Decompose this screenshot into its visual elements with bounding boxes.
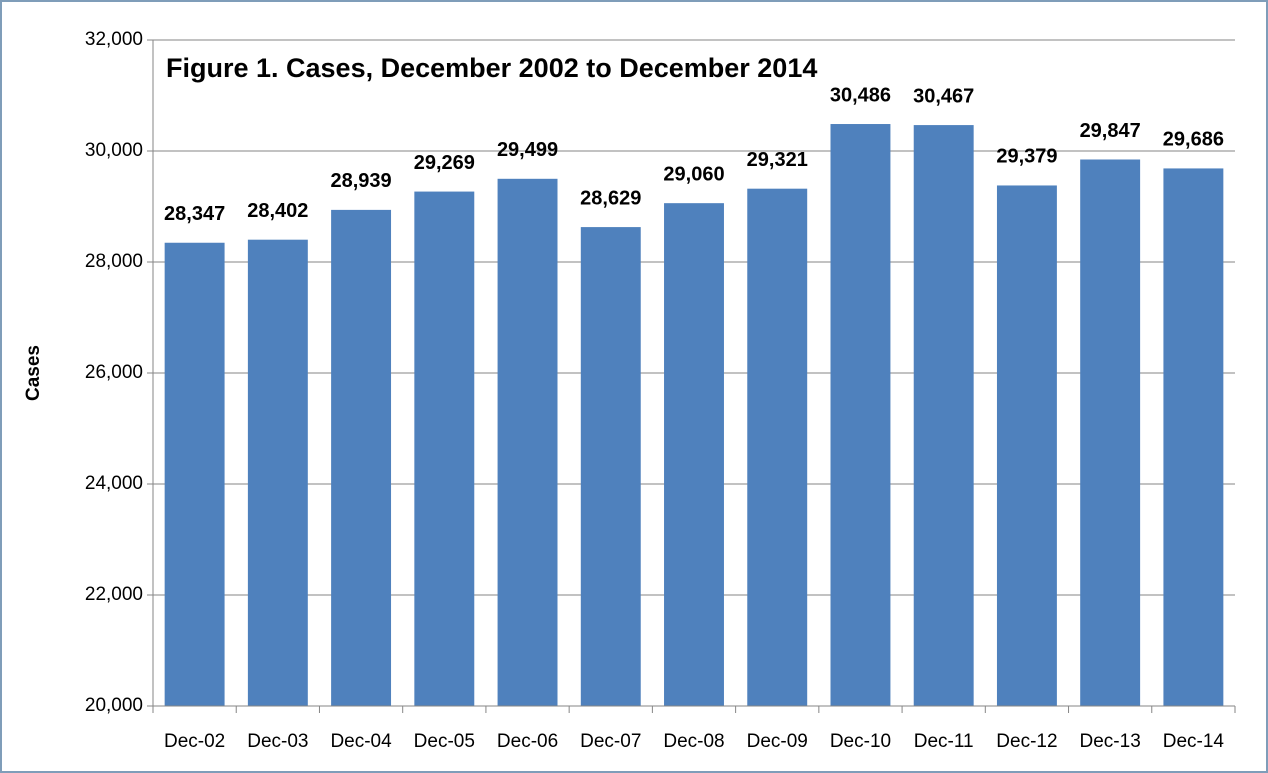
value-label: 29,321 <box>747 149 808 171</box>
value-label: 30,486 <box>830 84 891 106</box>
value-label: 28,347 <box>164 203 225 225</box>
value-label: 28,402 <box>247 200 308 222</box>
value-label: 29,379 <box>996 146 1057 168</box>
value-label: 29,499 <box>497 139 558 161</box>
bar <box>414 191 475 706</box>
bar <box>247 239 308 706</box>
bar <box>830 124 891 707</box>
x-tick-label: Dec-10 <box>830 731 891 752</box>
x-tick-label: Dec-08 <box>663 731 724 752</box>
x-tick-label: Dec-11 <box>914 731 974 752</box>
value-label: 30,467 <box>913 85 974 107</box>
value-label: 28,629 <box>580 187 641 209</box>
x-tick-label: Dec-07 <box>580 731 641 752</box>
x-tick-label: Dec-09 <box>747 731 808 752</box>
x-tick-label: Dec-02 <box>164 731 225 752</box>
value-label: 28,939 <box>330 170 391 192</box>
bar <box>913 125 974 707</box>
bar <box>164 242 225 706</box>
value-label: 29,269 <box>414 152 475 174</box>
y-tick-label: 24,000 <box>85 473 143 494</box>
bar <box>331 209 392 706</box>
chart-title: Figure 1. Cases, December 2002 to Decemb… <box>166 53 817 83</box>
y-tick-label: 26,000 <box>85 362 143 383</box>
bar <box>747 188 808 706</box>
bar <box>1163 168 1224 706</box>
bar <box>580 227 641 706</box>
x-tick-label: Dec-03 <box>247 731 308 752</box>
bar <box>996 185 1057 706</box>
x-tick-label: Dec-12 <box>996 731 1057 752</box>
value-label: 29,847 <box>1080 120 1141 142</box>
bar <box>1080 159 1141 706</box>
bar <box>497 178 558 707</box>
x-tick-label: Dec-13 <box>1080 731 1141 752</box>
x-tick-label: Dec-05 <box>414 731 475 752</box>
y-tick-label: 22,000 <box>85 584 143 605</box>
y-axis-label: Cases <box>23 345 44 401</box>
y-tick-label: 20,000 <box>85 695 143 716</box>
x-tick-label: Dec-06 <box>497 731 558 752</box>
y-tick-label: 28,000 <box>85 251 143 272</box>
value-label: 29,060 <box>663 163 724 185</box>
x-tick-label: Dec-04 <box>330 731 392 752</box>
bar <box>664 203 724 707</box>
value-label: 29,686 <box>1163 129 1224 151</box>
y-tick-label: 30,000 <box>85 140 143 161</box>
y-tick-label: 32,000 <box>85 29 143 50</box>
x-tick-label: Dec-14 <box>1163 731 1225 752</box>
